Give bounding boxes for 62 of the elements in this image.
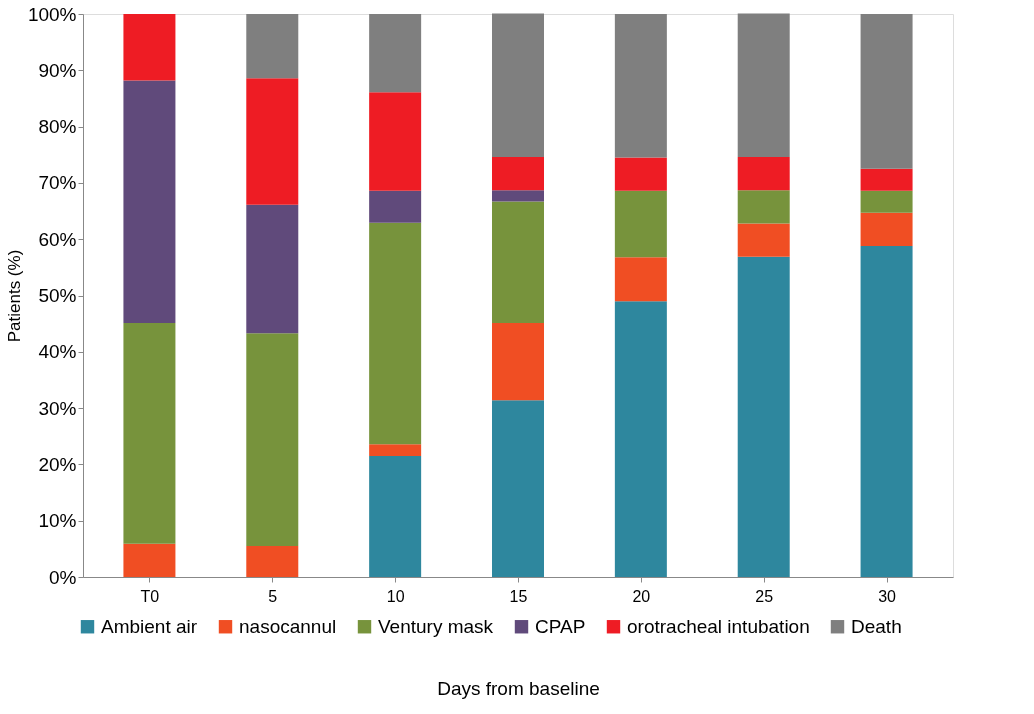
bar: [737, 223, 790, 257]
bar: [614, 301, 667, 577]
y-tick-label: 80%: [38, 116, 77, 138]
bar: [860, 168, 913, 191]
bar: [492, 201, 544, 324]
y-tick-label: 0%: [49, 566, 77, 588]
bar: [737, 190, 790, 224]
bar: [614, 257, 667, 302]
y-tick-label: 50%: [38, 285, 77, 306]
y-tick-label: 40%: [38, 341, 77, 363]
y-tick-label: 100%: [27, 3, 77, 25]
legend-label: CPAP: [535, 615, 586, 637]
bar: [492, 400, 544, 577]
bar: [123, 14, 176, 81]
bar: [369, 455, 422, 577]
y-tick-label: 20%: [38, 453, 77, 475]
bar: [123, 543, 176, 577]
bar: [246, 14, 299, 79]
y-tick-label: 60%: [38, 228, 77, 250]
y-axis-title: Patients (%): [4, 249, 24, 343]
x-tick-label: 20: [632, 587, 651, 605]
bar: [246, 333, 299, 547]
x-tick-label: 10: [386, 587, 405, 605]
bar: [614, 14, 667, 158]
y-tick-label: 90%: [38, 59, 77, 81]
legend-label: Ventury mask: [378, 615, 494, 637]
legend-label: orotracheal intubation: [627, 615, 810, 637]
bar: [492, 157, 544, 191]
bar: [123, 80, 176, 324]
bar: [860, 212, 913, 246]
bar: [246, 204, 299, 334]
bar: [369, 92, 422, 191]
legend-label: Death: [851, 615, 902, 637]
x-tick-label: 30: [878, 587, 897, 605]
bar: [492, 323, 544, 401]
bar: [860, 245, 913, 577]
bar: [369, 14, 422, 93]
x-tick-label: 25: [755, 587, 774, 605]
x-tick-label: T0: [140, 587, 160, 605]
bar: [737, 157, 790, 191]
y-tick-label: 10%: [38, 510, 77, 532]
bar: [492, 190, 544, 202]
bar: [614, 190, 667, 258]
bar: [369, 222, 422, 445]
legend-label: Ambient air: [101, 615, 198, 637]
bar: [369, 444, 422, 456]
bar: [737, 256, 790, 577]
x-axis-title: Days from baseline: [437, 677, 600, 699]
bar: [860, 14, 913, 169]
bar: [246, 78, 299, 205]
bar: [614, 157, 667, 191]
x-tick-label: 15: [509, 587, 528, 605]
bar: [737, 13, 790, 157]
legend-label: nasocannul: [239, 615, 337, 637]
bar: [860, 190, 913, 213]
x-tick-label: 5: [268, 587, 278, 605]
y-tick-label: 30%: [38, 397, 77, 419]
bar: [123, 323, 176, 544]
bar: [246, 546, 299, 577]
bar: [492, 13, 544, 157]
y-tick-label: 70%: [38, 172, 77, 194]
bar: [369, 190, 422, 223]
